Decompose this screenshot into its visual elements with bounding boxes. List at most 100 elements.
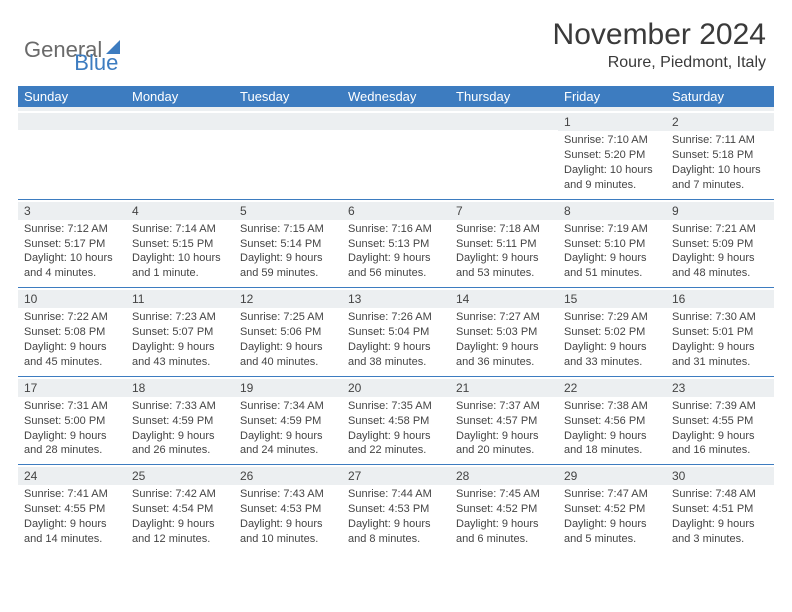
sunset-text: Sunset: 4:52 PM [564, 502, 660, 517]
sunset-text: Sunset: 5:20 PM [564, 148, 660, 163]
daylight-text: and 31 minutes. [672, 355, 768, 370]
logo-text-blue: Blue [74, 50, 118, 76]
week-row: 10Sunrise: 7:22 AMSunset: 5:08 PMDayligh… [18, 288, 774, 376]
daylight-text: Daylight: 9 hours [24, 429, 120, 444]
day-number: 25 [126, 467, 234, 485]
day-number: 9 [666, 202, 774, 220]
sunset-text: Sunset: 4:54 PM [132, 502, 228, 517]
week-row: 24 Sunrise: 7:41 AMSunset: 4:55 PM Dayligh… [18, 465, 774, 553]
daylight-text: Daylight: 10 hours [672, 163, 768, 178]
day-cell: 6Sunrise: 7:16 AMSunset: 5:13 PMDaylight… [342, 200, 450, 288]
daylight-text: and 6 minutes. [456, 532, 552, 547]
sunset-text: Sunset: 4:51 PM [672, 502, 768, 517]
sunrise-text: Sunrise: 7:12 AM [24, 222, 120, 237]
sunrise-text: Sunrise: 7:42 AM [132, 487, 228, 502]
sunset-text: Sunset: 5:06 PM [240, 325, 336, 340]
daylight-text: Daylight: 9 hours [456, 340, 552, 355]
day-number: 7 [450, 202, 558, 220]
daylight-text: and 5 minutes. [564, 532, 660, 547]
daylight-text: and 8 minutes. [348, 532, 444, 547]
daylight-text: Daylight: 9 hours [240, 517, 336, 532]
daylight-text: Daylight: 10 hours [564, 163, 660, 178]
sunset-text: Sunset: 5:03 PM [456, 325, 552, 340]
day-cell [126, 111, 234, 199]
day-cell: 20Sunrise: 7:35 AMSunset: 4:58 PMDayligh… [342, 377, 450, 465]
sunrise-text: Sunrise: 7:47 AM [564, 487, 660, 502]
day-number: 5 [234, 202, 342, 220]
sunset-text: Sunset: 5:07 PM [132, 325, 228, 340]
month-title: November 2024 [553, 18, 766, 52]
day-cell: 7Sunrise: 7:18 AMSunset: 5:11 PMDaylight… [450, 200, 558, 288]
daylight-text: and 24 minutes. [240, 443, 336, 458]
sunrise-text: Sunrise: 7:37 AM [456, 399, 552, 414]
day-cell: 1Sunrise: 7:10 AMSunset: 5:20 PMDaylight… [558, 111, 666, 199]
sunset-text: Sunset: 5:13 PM [348, 237, 444, 252]
day-cell: 12Sunrise: 7:25 AMSunset: 5:06 PMDayligh… [234, 288, 342, 376]
day-number: 15 [558, 290, 666, 308]
daylight-text: and 4 minutes. [24, 266, 120, 281]
day-cell: 19Sunrise: 7:34 AMSunset: 4:59 PMDayligh… [234, 377, 342, 465]
sunrise-text: Sunrise: 7:19 AM [564, 222, 660, 237]
daylight-text: Daylight: 9 hours [132, 340, 228, 355]
sunrise-text: Sunrise: 7:35 AM [348, 399, 444, 414]
sunset-text: Sunset: 4:55 PM [672, 414, 768, 429]
day-cell: 26Sunrise: 7:43 AMSunset: 4:53 PMDayligh… [234, 465, 342, 553]
day-number: 30 [666, 467, 774, 485]
day-number: 13 [342, 290, 450, 308]
day-number: 18 [126, 379, 234, 397]
calendar-table: Sunday Monday Tuesday Wednesday Thursday… [18, 86, 774, 553]
day-cell [234, 111, 342, 199]
day-number: 29 [558, 467, 666, 485]
sunset-text: Sunset: 4:57 PM [456, 414, 552, 429]
sunset-text: Sunset: 4:53 PM [348, 502, 444, 517]
sunset-text: Sunset: 5:15 PM [132, 237, 228, 252]
sunset-text: Sunset: 4:52 PM [456, 502, 552, 517]
daylight-text: Daylight: 9 hours [24, 340, 120, 355]
sunrise-text: Sunrise: 7:41 AM [24, 487, 120, 502]
sunrise-text: Sunrise: 7:43 AM [240, 487, 336, 502]
daylight-text: Daylight: 9 hours [456, 429, 552, 444]
empty-day [18, 113, 126, 130]
sunset-text: Sunset: 5:18 PM [672, 148, 768, 163]
day-number: 10 [18, 290, 126, 308]
day-cell: 27Sunrise: 7:44 AMSunset: 4:53 PMDayligh… [342, 465, 450, 553]
sunrise-text: Sunrise: 7:29 AM [564, 310, 660, 325]
sunrise-text: Sunrise: 7:16 AM [348, 222, 444, 237]
day-number: 14 [450, 290, 558, 308]
day-number: 12 [234, 290, 342, 308]
sunset-text: Sunset: 5:02 PM [564, 325, 660, 340]
daylight-text: and 43 minutes. [132, 355, 228, 370]
day-number: 1 [558, 113, 666, 131]
sunset-text: Sunset: 5:01 PM [672, 325, 768, 340]
daylight-text: Daylight: 9 hours [132, 517, 228, 532]
sunrise-text: Sunrise: 7:22 AM [24, 310, 120, 325]
daylight-text: and 14 minutes. [24, 532, 120, 547]
header: General Blue November 2024 Roure, Piedmo… [18, 18, 774, 76]
day-cell: 23Sunrise: 7:39 AMSunset: 4:55 PMDayligh… [666, 377, 774, 465]
day-number: 16 [666, 290, 774, 308]
day-cell: 11Sunrise: 7:23 AMSunset: 5:07 PMDayligh… [126, 288, 234, 376]
daylight-text: Daylight: 9 hours [456, 517, 552, 532]
day-cell: 25 Sunrise: 7:42 AMSunset: 4:54 PMDayligh… [126, 465, 234, 553]
daylight-text: Daylight: 9 hours [564, 517, 660, 532]
day-number: 19 [234, 379, 342, 397]
day-number: 17 [18, 379, 126, 397]
daylight-text: and 22 minutes. [348, 443, 444, 458]
sunrise-text: Sunrise: 7:27 AM [456, 310, 552, 325]
day-cell: 24Sunrise: 7:41 AMSunset: 4:55 PMDayligh… [18, 465, 126, 553]
daylight-text: and 16 minutes. [672, 443, 768, 458]
daylight-text: and 38 minutes. [348, 355, 444, 370]
day-cell: 18Sunrise: 7:33 AMSunset: 4:59 PMDayligh… [126, 377, 234, 465]
day-cell: 21Sunrise: 7:37 AMSunset: 4:57 PMDayligh… [450, 377, 558, 465]
daylight-text: Daylight: 9 hours [240, 429, 336, 444]
logo: General Blue [18, 18, 118, 76]
daylight-text: and 20 minutes. [456, 443, 552, 458]
day-number: 22 [558, 379, 666, 397]
sunrise-text: Sunrise: 7:33 AM [132, 399, 228, 414]
sunset-text: Sunset: 5:17 PM [24, 237, 120, 252]
sunrise-text: Sunrise: 7:39 AM [672, 399, 768, 414]
week-row: 3Sunrise: 7:12 AMSunset: 5:17 PMDaylight… [18, 200, 774, 288]
day-number: 24 [18, 467, 126, 485]
daylight-text: Daylight: 9 hours [672, 429, 768, 444]
sunset-text: Sunset: 4:55 PM [24, 502, 120, 517]
